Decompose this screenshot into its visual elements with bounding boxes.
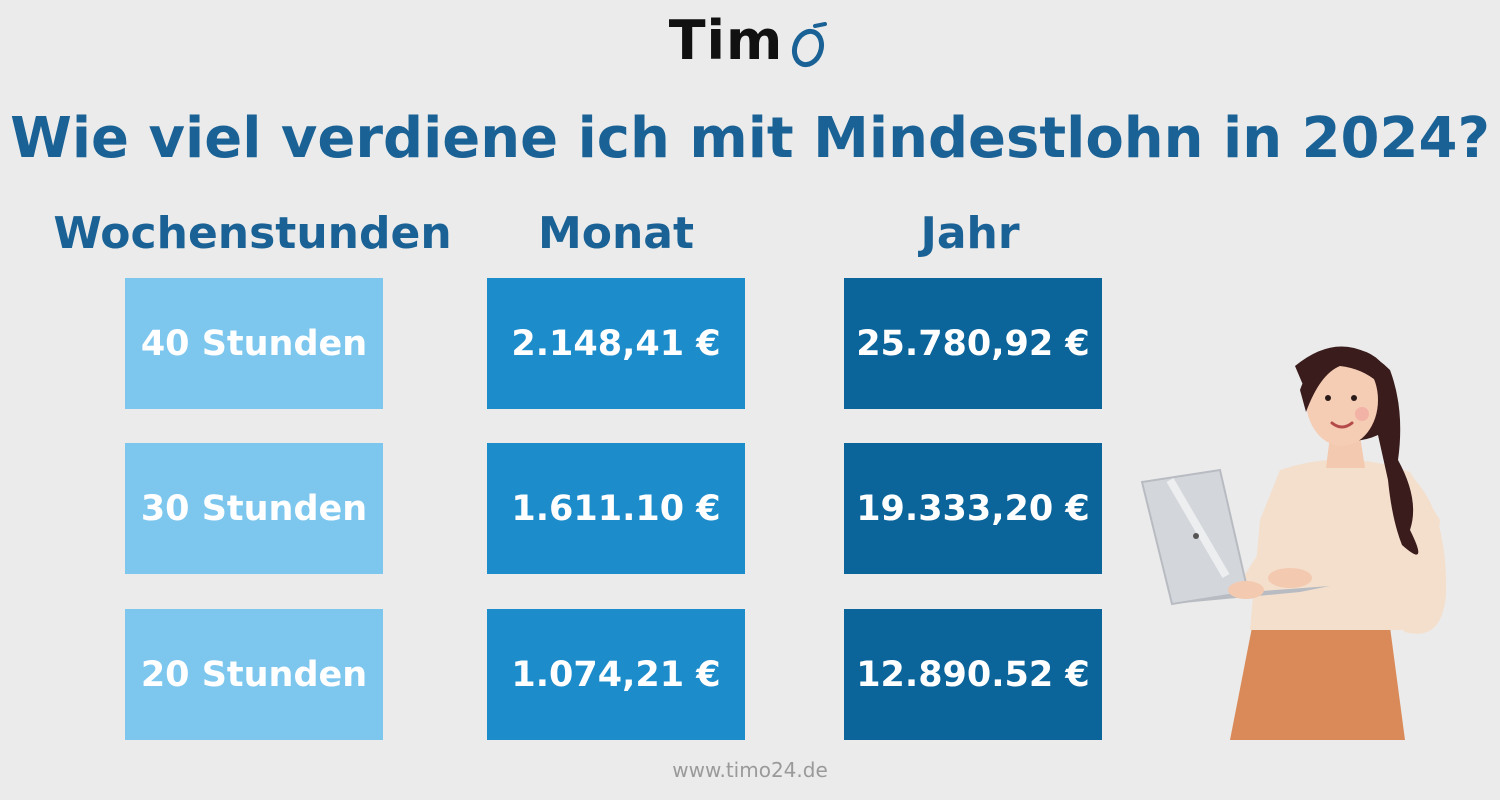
cell-month-row2: 1.611.10 € (487, 443, 745, 574)
cell-year-row2: 19.333,20 € (844, 443, 1102, 574)
header-monat: Monat (537, 208, 695, 259)
woman-with-laptop-illustration (1140, 346, 1447, 740)
logo-text: Tim (668, 9, 784, 72)
cell-year-row3: 12.890.52 € (844, 609, 1102, 740)
page-title: Wie viel verdiene ich mit Mindestlohn in… (10, 106, 1490, 171)
cell-year-row1: 25.780,92 € (844, 278, 1102, 409)
header-wochenstunden: Wochenstunden (53, 208, 452, 259)
footer-url: www.timo24.de (672, 758, 828, 782)
header-jahr: Jahr (920, 208, 1020, 259)
cell-month-row1: 2.148,41 € (487, 278, 745, 409)
cell-hours-row3: 20 Stunden (125, 609, 383, 740)
cell-hours-row2: 30 Stunden (125, 443, 383, 574)
cell-hours-row1: 40 Stunden (125, 278, 383, 409)
brand-logo: Tim (0, 14, 1500, 68)
cell-month-row3: 1.074,21 € (487, 609, 745, 740)
logo-o-icon (792, 22, 828, 68)
